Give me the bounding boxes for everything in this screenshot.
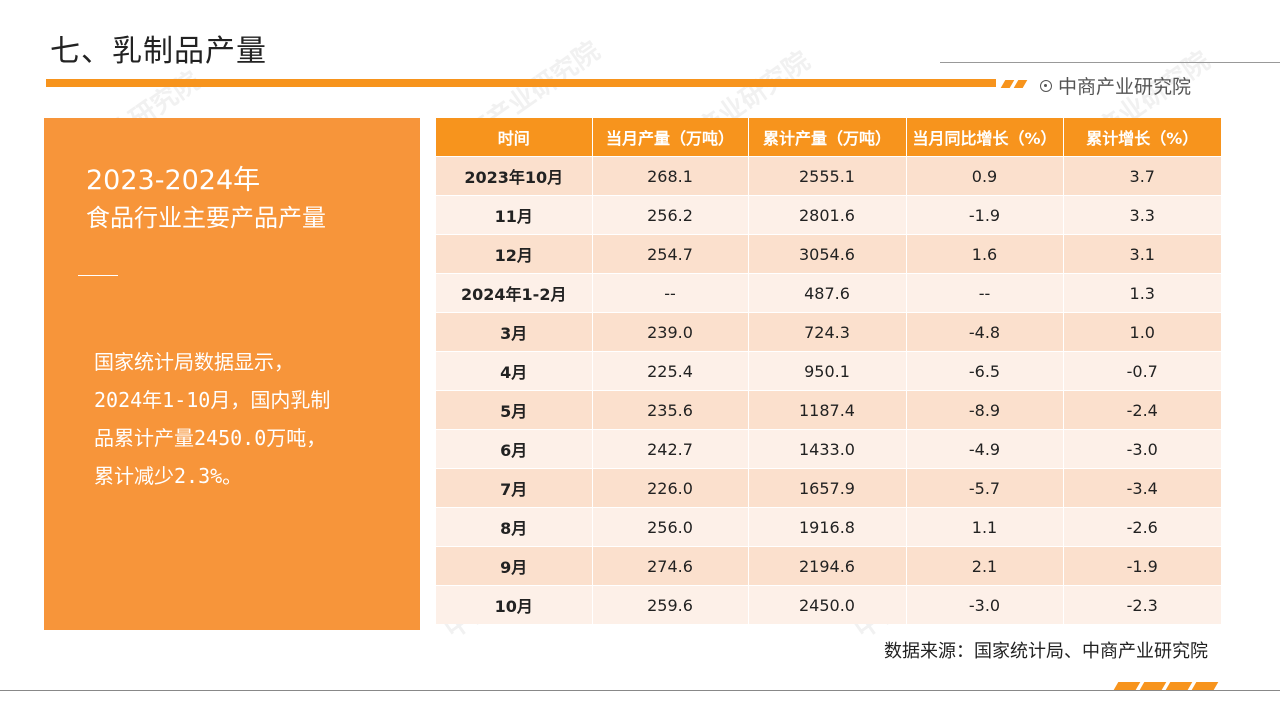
time-cell: 6月: [436, 429, 593, 469]
summary-subtitle: 食品行业主要产品产量: [86, 204, 326, 232]
target-icon: [1040, 79, 1052, 92]
value-cell: 239.0: [592, 312, 749, 352]
table-row: 4月 225.4 950.1 -6.5 -0.7: [436, 351, 1221, 391]
value-cell: 1.1: [906, 507, 1064, 547]
value-cell: 259.6: [592, 585, 749, 624]
column-header: 累计增长（%）: [1063, 118, 1221, 157]
time-cell: 10月: [436, 585, 593, 624]
production-table: 时间 当月产量（万吨） 累计产量（万吨） 当月同比增长（%） 累计增长（%） 2…: [436, 118, 1221, 624]
column-header: 累计产量（万吨）: [748, 118, 907, 157]
summary-line: 2024年1-10月，国内乳制: [94, 388, 331, 412]
value-cell: 254.7: [592, 234, 749, 274]
table-row: 6月 242.7 1433.0 -4.9 -3.0: [436, 429, 1221, 469]
value-cell: 242.7: [592, 429, 749, 469]
value-cell: 950.1: [748, 351, 907, 391]
value-cell: -6.5: [906, 351, 1064, 391]
value-cell: 225.4: [592, 351, 749, 391]
value-cell: -3.4: [1063, 468, 1221, 508]
table-row: 10月 259.6 2450.0 -3.0 -2.3: [436, 585, 1221, 624]
value-cell: --: [906, 273, 1064, 313]
value-cell: 256.2: [592, 195, 749, 235]
table-row: 2024年1-2月 -- 487.6 -- 1.3: [436, 273, 1221, 313]
time-cell: 12月: [436, 234, 593, 274]
time-cell: 2024年1-2月: [436, 273, 593, 313]
value-cell: -0.7: [1063, 351, 1221, 391]
summary-line: 品累计产量2450.0万吨，: [94, 426, 327, 450]
summary-year: 2023-2024年: [86, 165, 261, 196]
value-cell: -8.9: [906, 390, 1064, 430]
summary-line: 累计减少2.3%。: [94, 464, 243, 488]
summary-divider: [78, 275, 118, 276]
value-cell: 724.3: [748, 312, 907, 352]
column-header: 当月同比增长（%）: [906, 118, 1064, 157]
time-cell: 9月: [436, 546, 593, 586]
footer-stripes-decoration: [1113, 682, 1219, 690]
table-header-row: 时间 当月产量（万吨） 累计产量（万吨） 当月同比增长（%） 累计增长（%）: [436, 118, 1221, 157]
header-stripes-decoration: [1000, 80, 1028, 88]
summary-text: 国家统计局数据显示， 2024年1-10月，国内乳制 品累计产量2450.0万吨…: [94, 343, 394, 495]
value-cell: -2.4: [1063, 390, 1221, 430]
value-cell: 268.1: [592, 156, 749, 196]
value-cell: 274.6: [592, 546, 749, 586]
value-cell: 1433.0: [748, 429, 907, 469]
value-cell: 1.6: [906, 234, 1064, 274]
title-underline-bar: [46, 79, 996, 87]
value-cell: -4.8: [906, 312, 1064, 352]
value-cell: 1.0: [1063, 312, 1221, 352]
time-cell: 2023年10月: [436, 156, 593, 196]
value-cell: 235.6: [592, 390, 749, 430]
table-row: 11月 256.2 2801.6 -1.9 3.3: [436, 195, 1221, 235]
value-cell: -2.3: [1063, 585, 1221, 624]
value-cell: 2450.0: [748, 585, 907, 624]
value-cell: -1.9: [1063, 546, 1221, 586]
summary-panel: 2023-2024年 食品行业主要产品产量 国家统计局数据显示， 2024年1-…: [44, 118, 420, 630]
value-cell: --: [592, 273, 749, 313]
time-cell: 11月: [436, 195, 593, 235]
value-cell: 256.0: [592, 507, 749, 547]
value-cell: 2194.6: [748, 546, 907, 586]
value-cell: -2.6: [1063, 507, 1221, 547]
value-cell: 1187.4: [748, 390, 907, 430]
table-row: 5月 235.6 1187.4 -8.9 -2.4: [436, 390, 1221, 430]
brand-logo: 中商产业研究院: [1040, 72, 1191, 99]
value-cell: 1916.8: [748, 507, 907, 547]
value-cell: 2801.6: [748, 195, 907, 235]
time-cell: 5月: [436, 390, 593, 430]
value-cell: -3.0: [906, 585, 1064, 624]
table-row: 3月 239.0 724.3 -4.8 1.0: [436, 312, 1221, 352]
value-cell: 3.7: [1063, 156, 1221, 196]
table-row: 9月 274.6 2194.6 2.1 -1.9: [436, 546, 1221, 586]
value-cell: 1.3: [1063, 273, 1221, 313]
data-source-note: 数据来源：国家统计局、中商产业研究院: [884, 641, 1208, 662]
table-row: 8月 256.0 1916.8 1.1 -2.6: [436, 507, 1221, 547]
page-title: 七、乳制品产量: [50, 34, 267, 69]
value-cell: 3.1: [1063, 234, 1221, 274]
value-cell: -3.0: [1063, 429, 1221, 469]
value-cell: 3054.6: [748, 234, 907, 274]
footer-line: [0, 690, 1280, 691]
value-cell: 487.6: [748, 273, 907, 313]
time-cell: 7月: [436, 468, 593, 508]
time-cell: 4月: [436, 351, 593, 391]
time-cell: 8月: [436, 507, 593, 547]
value-cell: -1.9: [906, 195, 1064, 235]
value-cell: 3.3: [1063, 195, 1221, 235]
value-cell: 226.0: [592, 468, 749, 508]
brand-name: 中商产业研究院: [1058, 76, 1192, 98]
value-cell: 2555.1: [748, 156, 907, 196]
value-cell: -5.7: [906, 468, 1064, 508]
column-header: 时间: [436, 118, 593, 157]
value-cell: 0.9: [906, 156, 1064, 196]
value-cell: 2.1: [906, 546, 1064, 586]
table-row: 2023年10月 268.1 2555.1 0.9 3.7: [436, 156, 1221, 196]
summary-line: 国家统计局数据显示，: [94, 350, 294, 374]
header-divider-line: [940, 62, 1280, 63]
table-row: 12月 254.7 3054.6 1.6 3.1: [436, 234, 1221, 274]
table-row: 7月 226.0 1657.9 -5.7 -3.4: [436, 468, 1221, 508]
time-cell: 3月: [436, 312, 593, 352]
value-cell: -4.9: [906, 429, 1064, 469]
value-cell: 1657.9: [748, 468, 907, 508]
column-header: 当月产量（万吨）: [592, 118, 749, 157]
